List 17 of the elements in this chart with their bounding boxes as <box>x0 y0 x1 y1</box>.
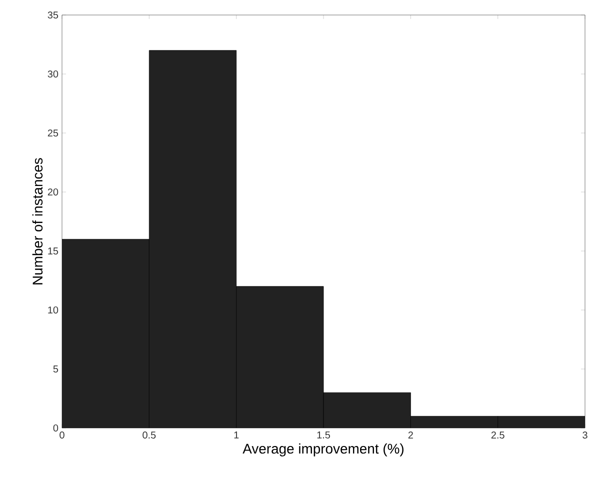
y-tick-label: 0 <box>53 424 58 432</box>
y-axis-title: Number of instances <box>32 158 43 284</box>
x-tick-label: 0 <box>60 432 64 439</box>
x-tick-label: 3 <box>582 432 588 439</box>
y-tick-label: 30 <box>48 70 58 78</box>
y-tick-label: 10 <box>48 306 58 314</box>
y-tick-label: 25 <box>48 129 58 137</box>
x-tick-label: 2.5 <box>491 432 504 439</box>
y-tick-label: 5 <box>53 366 58 372</box>
x-tick-label: 0.5 <box>142 432 156 439</box>
y-tick-label: 15 <box>48 248 58 254</box>
x-axis-title: Average improvement (%) <box>242 443 404 456</box>
x-tick-label: 1 <box>234 432 239 438</box>
y-tick-label: 20 <box>48 188 58 196</box>
x-tick-label: 2 <box>408 432 413 438</box>
y-tick-label: 35 <box>48 11 58 19</box>
x-tick-label: 1.5 <box>317 432 330 438</box>
